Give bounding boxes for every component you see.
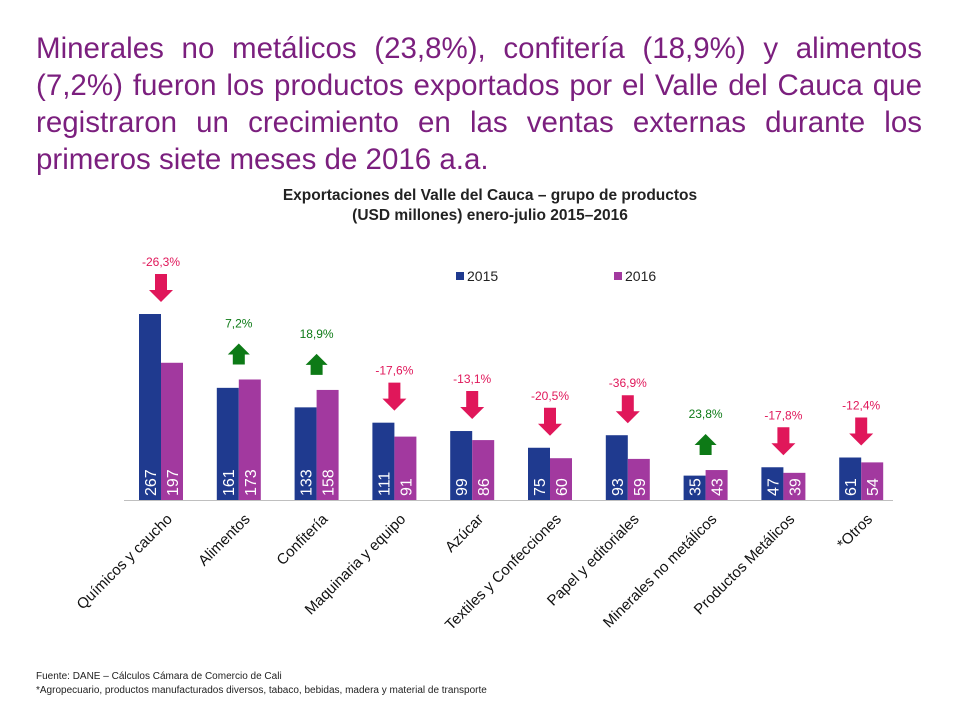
change-label-2: 18,9% <box>300 327 334 341</box>
down-arrow-icon-9 <box>849 417 874 446</box>
value-label-2016-3: 91 <box>398 478 415 496</box>
chart-title: Exportaciones del Valle del Cauca – grup… <box>200 186 780 226</box>
category-label-1: Alimentos <box>195 511 254 570</box>
up-arrow-icon-7 <box>694 434 717 456</box>
bar-2016-7 <box>705 470 728 500</box>
value-label-2015-1: 161 <box>221 469 238 496</box>
value-label-2015-9: 61 <box>843 478 860 496</box>
value-label-2016-6: 59 <box>632 478 649 496</box>
source-note: Fuente: DANE – Cálculos Cámara de Comerc… <box>36 671 282 682</box>
bar-2016-6 <box>627 458 650 500</box>
down-arrow-icon-3 <box>382 382 407 411</box>
bar-2015-8 <box>761 467 784 500</box>
value-label-2016-1: 173 <box>243 469 260 496</box>
bar-2016-5 <box>550 458 572 500</box>
bar-2015-9 <box>839 457 862 500</box>
bar-2016-1 <box>238 379 261 500</box>
down-arrow-icon-4 <box>460 391 485 420</box>
bar-2016-8 <box>783 472 806 500</box>
bar-2016-2 <box>316 389 339 500</box>
change-label-1: 7,2% <box>225 316 253 330</box>
value-label-2015-7: 35 <box>688 478 705 496</box>
up-arrow-icon-2 <box>305 353 328 375</box>
legend-label-2016: 2016 <box>625 268 656 284</box>
bar-2016-3 <box>394 436 417 500</box>
category-label-9: *Otros <box>834 511 876 553</box>
bar-2015-6 <box>605 435 628 500</box>
down-arrow-icon-8 <box>771 427 796 456</box>
value-label-2015-4: 99 <box>454 478 471 496</box>
category-label-0: Químicos y caucho <box>74 511 176 613</box>
change-label-3: -17,6% <box>375 364 413 378</box>
down-arrow-icon-5 <box>538 407 562 436</box>
footer: Fuente: DANE – Cálculos Cámara de Comerc… <box>36 670 487 698</box>
down-arrow-icon-6 <box>615 395 640 424</box>
bar-2015-5 <box>528 447 550 500</box>
legend-swatch-2016 <box>614 272 622 280</box>
change-label-4: -13,1% <box>453 372 491 386</box>
bar-2016-0 <box>161 362 183 500</box>
value-label-2015-6: 93 <box>610 478 627 496</box>
others-footnote: *Agropecuario, productos manufacturados … <box>36 685 487 696</box>
value-label-2016-4: 86 <box>476 478 493 496</box>
value-label-2015-8: 47 <box>765 478 782 496</box>
value-label-2016-2: 158 <box>321 469 338 496</box>
value-label-2015-5: 75 <box>532 478 549 496</box>
legend-swatch-2015 <box>456 272 464 280</box>
category-label-4: Azúcar <box>442 511 487 556</box>
value-label-2016-7: 43 <box>710 478 727 496</box>
bar-2015-3 <box>372 422 395 500</box>
value-label-2016-5: 60 <box>554 478 571 496</box>
bar-2015-2 <box>294 407 317 500</box>
change-label-7: 23,8% <box>689 407 723 421</box>
change-label-8: -17,8% <box>764 408 802 422</box>
value-label-2015-3: 111 <box>376 472 393 496</box>
value-label-2016-8: 39 <box>787 478 804 496</box>
chart-title-line-2: (USD millones) enero-julio 2015–2016 <box>352 207 628 224</box>
chart-title-line-1: Exportaciones del Valle del Cauca – grup… <box>282 187 698 204</box>
bar-2016-4 <box>472 440 495 500</box>
bar-2015-4 <box>450 431 473 500</box>
change-label-6: -36,9% <box>609 376 647 390</box>
bar-2016-9 <box>861 462 884 500</box>
bar-2015-0 <box>139 314 161 500</box>
legend-label-2015: 2015 <box>467 268 498 284</box>
change-label-9: -12,4% <box>842 399 880 413</box>
value-label-2016-9: 54 <box>865 478 882 496</box>
change-label-5: -20,5% <box>531 389 569 403</box>
down-arrow-icon-0 <box>149 274 173 303</box>
value-label-2016-0: 197 <box>165 469 182 496</box>
up-arrow-icon-1 <box>227 343 250 365</box>
value-label-2015-2: 133 <box>299 469 316 496</box>
change-label-0: -26,3% <box>142 255 180 269</box>
category-label-2: Confitería <box>273 510 331 568</box>
bar-2015-7 <box>683 475 706 500</box>
bar-2015-1 <box>216 387 239 500</box>
value-label-2015-0: 267 <box>143 469 160 496</box>
bar-chart: 2015 2016 267 197 -26,3% Químicos y caucho 161… <box>74 255 893 634</box>
headline: Minerales no metálicos (23,8%), confiter… <box>36 32 922 176</box>
